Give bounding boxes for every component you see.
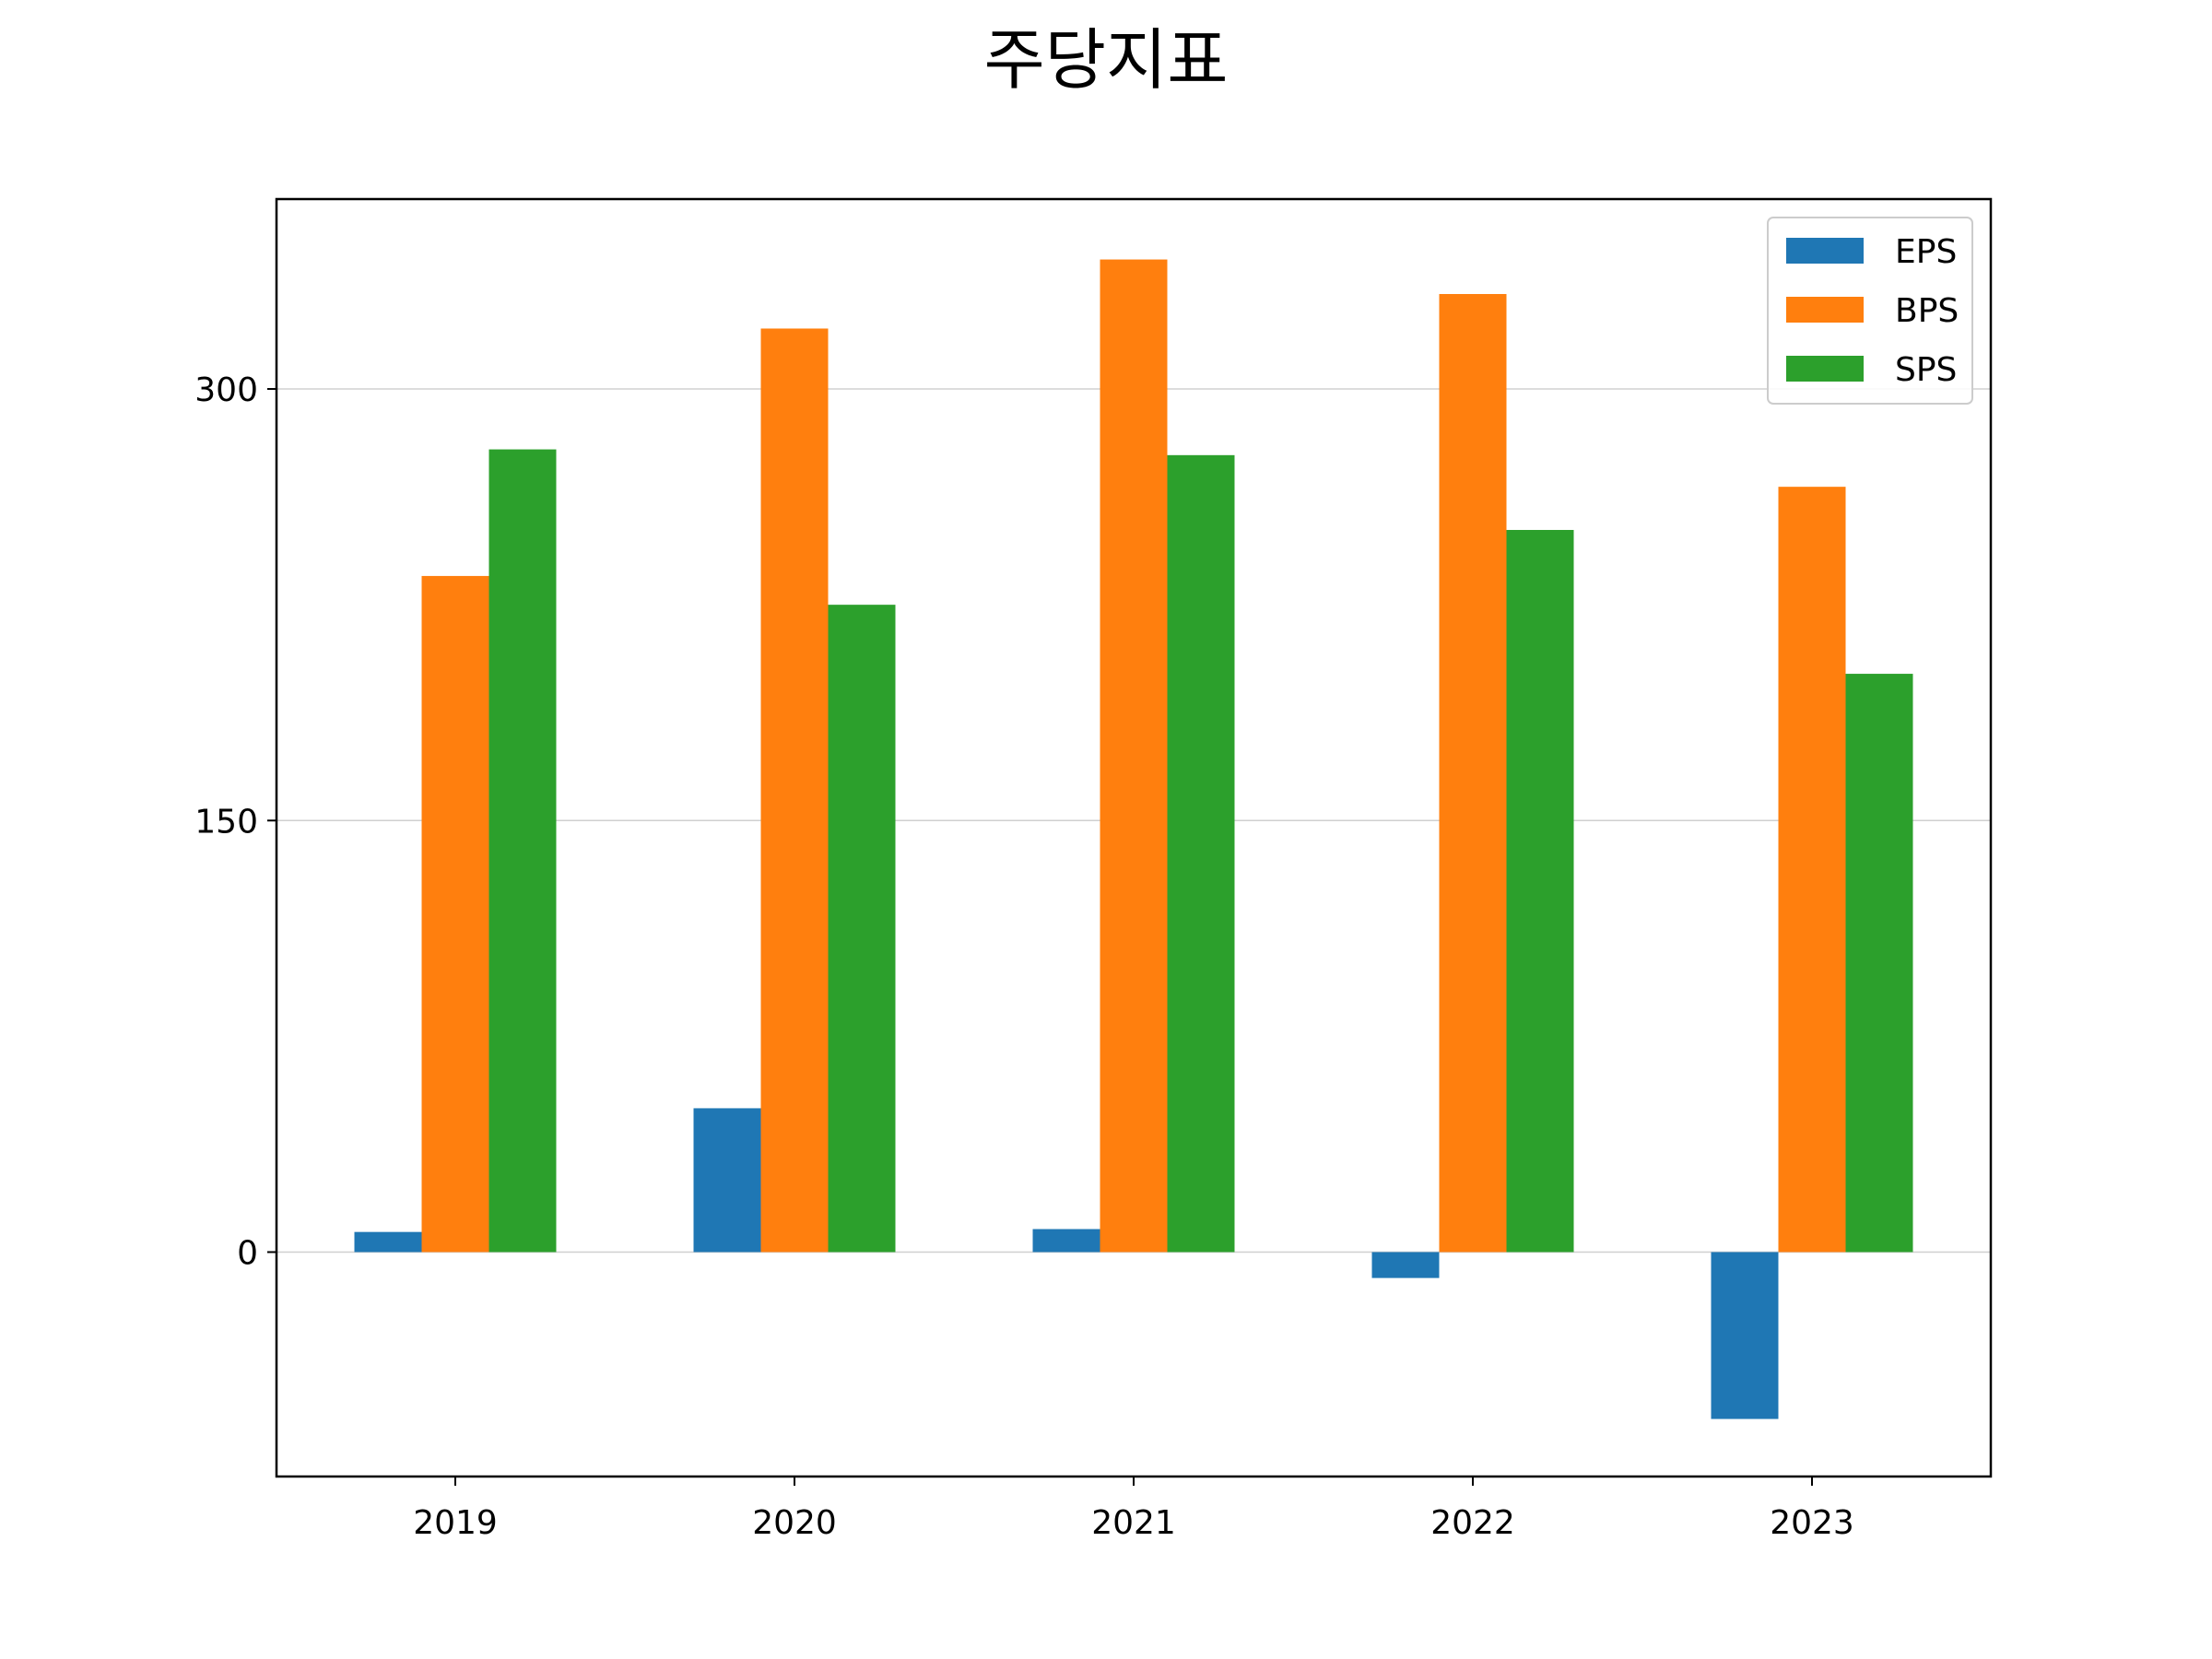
bar-eps [1371, 1252, 1440, 1278]
y-tick-label: 300 [194, 371, 258, 409]
x-axis: 2019 2020 2021 2022 2023 [413, 1477, 1854, 1542]
legend-swatch-bps [1786, 297, 1864, 323]
x-tick-label: 2023 [1770, 1504, 1854, 1542]
bar-bps [1778, 487, 1846, 1253]
legend: EPS BPS SPS [1767, 217, 1973, 405]
bar-bps [760, 328, 829, 1253]
y-tick-label: 0 [237, 1235, 258, 1273]
bar-bps [1100, 259, 1168, 1253]
chart-title: 주당지표 [984, 21, 1229, 99]
x-tick-label: 2019 [413, 1504, 498, 1542]
x-tick-label: 2021 [1091, 1504, 1176, 1542]
legend-swatch-sps [1786, 356, 1864, 382]
bar-eps [354, 1231, 422, 1253]
y-tick-label: 150 [194, 803, 258, 841]
bar-sps [488, 449, 557, 1253]
bars [354, 259, 1913, 1419]
bar-sps [1506, 529, 1574, 1253]
legend-label-sps: SPS [1895, 351, 1957, 389]
bar-sps [828, 605, 896, 1253]
bar-sps [1845, 674, 1913, 1253]
bar-sps [1167, 454, 1235, 1253]
bar-bps [1439, 294, 1507, 1253]
x-tick-label: 2022 [1430, 1504, 1515, 1542]
legend-label-bps: BPS [1895, 292, 1959, 330]
legend-label-eps: EPS [1895, 233, 1957, 271]
y-axis: 0 150 300 [194, 371, 276, 1273]
bar-eps [1032, 1229, 1100, 1253]
bar-bps [421, 575, 489, 1253]
legend-swatch-eps [1786, 238, 1864, 264]
bar-eps [1711, 1252, 1779, 1419]
x-tick-label: 2020 [752, 1504, 837, 1542]
bar-eps [693, 1108, 761, 1253]
